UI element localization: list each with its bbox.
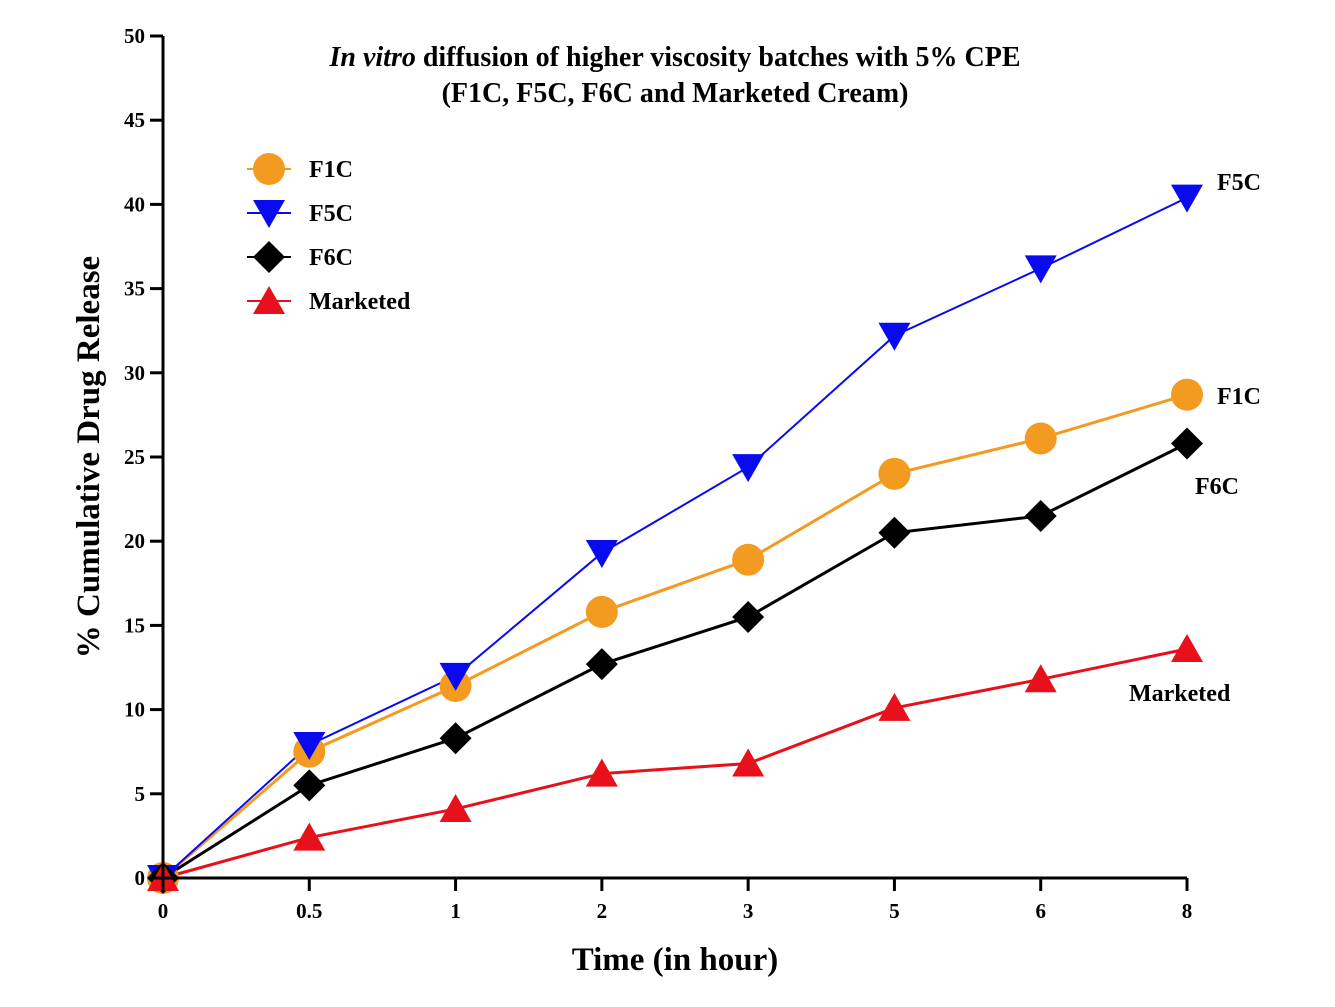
legend-label-f6c: F6C — [309, 245, 353, 271]
data-point-f6c — [878, 516, 911, 549]
x-tick-label: 0 — [158, 899, 169, 923]
y-tick-label: 20 — [124, 529, 145, 553]
legend-marker-f1c — [253, 153, 285, 185]
chart-title: In vitro diffusion of higher viscosity b… — [329, 42, 1021, 73]
data-point-f1c — [1024, 422, 1057, 455]
data-point-f1c — [1171, 378, 1203, 411]
legend-marker-f6c — [253, 241, 285, 273]
end-label-marketed: Marketed — [1129, 681, 1231, 707]
data-point-marketed — [293, 822, 326, 851]
y-tick-label: 15 — [124, 613, 145, 637]
end-label-f1c: F1C — [1217, 384, 1261, 410]
x-tick-label: 8 — [1182, 899, 1193, 923]
x-tick-label: 3 — [743, 899, 754, 923]
data-point-marketed — [878, 692, 911, 721]
end-label-f5c: F5C — [1217, 170, 1261, 196]
data-point-marketed — [1024, 664, 1057, 693]
data-point-f6c — [732, 600, 765, 633]
y-tick-label: 30 — [124, 361, 145, 385]
series-line-marketed — [162, 647, 1188, 880]
data-point-f5c — [585, 539, 618, 568]
y-tick-label: 10 — [124, 698, 145, 722]
legend-label-marketed: Marketed — [309, 289, 411, 315]
data-point-f1c — [878, 457, 911, 490]
y-tick-label: 40 — [124, 192, 145, 216]
data-point-f1c — [585, 595, 618, 628]
x-tick-label: 2 — [597, 899, 608, 923]
x-tick-label: 5 — [889, 899, 900, 923]
x-tick-label: 1 — [450, 899, 461, 923]
y-axis-title: % Cumulative Drug Release — [71, 256, 107, 658]
data-point-f5c — [1024, 255, 1057, 284]
data-point-f6c — [1024, 499, 1057, 532]
series-lines — [162, 196, 1188, 880]
data-point-marketed — [439, 793, 472, 822]
legend-label-f5c: F5C — [309, 201, 353, 227]
data-point-f6c — [1171, 427, 1203, 460]
x-tick-label: 0.5 — [296, 899, 322, 923]
data-point-f5c — [878, 322, 911, 351]
legend-marker-marketed — [253, 286, 285, 314]
data-point-marketed — [1171, 633, 1203, 662]
y-tick-label: 0 — [135, 866, 146, 890]
x-axis-title: Time (in hour) — [572, 942, 779, 978]
end-label-f6c: F6C — [1195, 474, 1239, 500]
data-point-f6c — [439, 722, 472, 755]
data-point-f5c — [1171, 184, 1203, 213]
data-point-f6c — [293, 769, 326, 802]
series-line-f6c — [162, 442, 1188, 880]
chart-subtitle: (F1C, F5C, F6C and Marketed Cream) — [442, 78, 909, 109]
x-tick-label: 6 — [1035, 899, 1046, 923]
y-tick-label: 35 — [124, 277, 145, 301]
series-line-f1c — [162, 393, 1188, 880]
data-point-f6c — [585, 648, 618, 681]
data-point-marketed — [585, 758, 618, 787]
legend: F1C F5C F6C Marketed — [247, 153, 411, 315]
data-point-f5c — [293, 731, 326, 760]
data-point-f5c — [439, 662, 472, 691]
y-tick-label: 45 — [124, 108, 145, 132]
data-point-f5c — [732, 454, 765, 483]
y-tick-label: 50 — [124, 24, 145, 48]
y-tick-label: 25 — [124, 445, 145, 469]
y-tick-label: 5 — [135, 782, 146, 806]
end-labels: F1C F5C F6C Marketed — [1129, 170, 1261, 707]
series-line-f5c — [162, 196, 1188, 879]
legend-label-f1c: F1C — [309, 157, 353, 183]
chart-title-rest: diffusion of higher viscosity batches wi… — [416, 42, 1021, 73]
legend-marker-f5c — [253, 200, 285, 228]
chart-title-italic: In vitro — [329, 42, 416, 73]
series-markers — [147, 184, 1203, 894]
data-point-f1c — [732, 543, 765, 576]
data-point-marketed — [732, 748, 765, 777]
